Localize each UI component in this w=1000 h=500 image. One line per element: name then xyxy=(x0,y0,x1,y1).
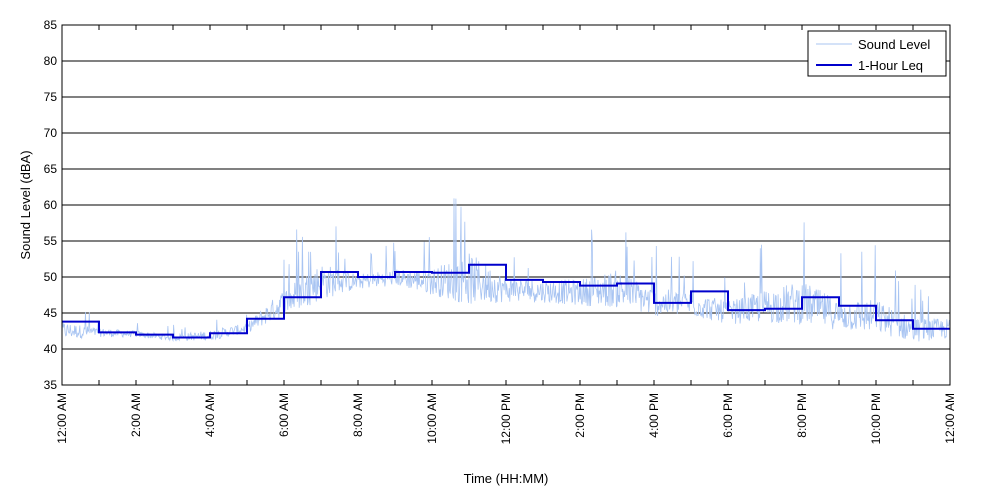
x-tick-label: 10:00 AM xyxy=(425,393,439,444)
y-tick-label: 50 xyxy=(44,270,58,284)
legend: Sound Level 1-Hour Leq xyxy=(807,30,947,77)
legend-box xyxy=(807,30,947,77)
x-tick-label: 8:00 AM xyxy=(351,393,365,437)
grid-layer xyxy=(62,24,950,386)
x-tick-label: 12:00 AM xyxy=(943,393,957,444)
y-tick-label: 80 xyxy=(44,54,58,68)
y-tick-label: 40 xyxy=(44,342,58,356)
x-tick-label: 10:00 PM xyxy=(869,393,883,444)
x-tick-label: 12:00 AM xyxy=(55,393,69,444)
series-1-hour-leq xyxy=(62,263,950,339)
x-tick-label: 2:00 AM xyxy=(129,393,143,437)
y-axis: 35 40 45 50 55 60 65 70 75 80 85 xyxy=(44,18,66,392)
legend-label-1-hour-leq: 1-Hour Leq xyxy=(858,58,923,73)
y-tick-label: 75 xyxy=(44,90,58,104)
x-tick-label: 6:00 AM xyxy=(277,393,291,437)
x-axis: 12:00 AM 2:00 AM 4:00 AM 6:00 AM 8:00 AM 10:0… xyxy=(55,25,957,444)
y-tick-label: 70 xyxy=(44,126,58,140)
y-tick-label: 60 xyxy=(44,198,58,212)
y-tick-label: 65 xyxy=(44,162,58,176)
y-axis-label: Sound Level (dBA) xyxy=(18,150,33,259)
y-tick-label: 35 xyxy=(44,378,58,392)
x-tick-label: 2:00 PM xyxy=(573,393,587,438)
y-tick-label: 45 xyxy=(44,306,58,320)
x-tick-label: 4:00 AM xyxy=(203,393,217,437)
x-tick-label: 8:00 PM xyxy=(795,393,809,438)
y-tick-label: 85 xyxy=(44,18,58,32)
x-tick-label: 12:00 PM xyxy=(499,393,513,444)
x-tick-label: 6:00 PM xyxy=(721,393,735,438)
x-axis-label: Time (HH:MM) xyxy=(464,471,549,486)
y-tick-label: 55 xyxy=(44,234,58,248)
data-layer xyxy=(61,198,951,342)
x-tick-label: 4:00 PM xyxy=(647,393,661,438)
legend-label-sound-level: Sound Level xyxy=(858,37,930,52)
